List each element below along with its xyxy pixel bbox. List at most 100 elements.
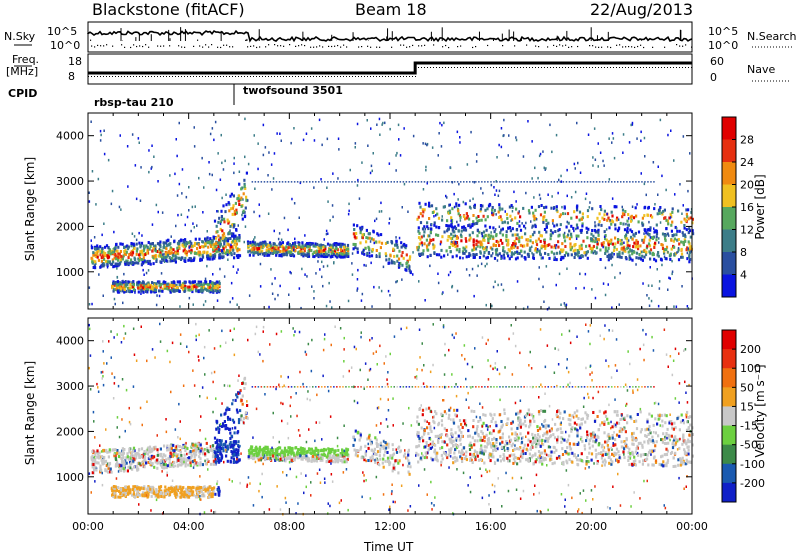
power-scatter: [656, 268, 658, 271]
power-scatter: [658, 280, 661, 283]
power-cell: [634, 245, 637, 249]
power-cell: [463, 251, 466, 255]
power-cell: [487, 239, 490, 243]
velocity-cell: [150, 449, 153, 453]
power-scatter: [564, 212, 567, 215]
power-scatter: [318, 118, 321, 122]
power-cell: [108, 253, 111, 257]
power-cell: [654, 229, 657, 233]
nave-point: [193, 76, 194, 77]
power-cell: [104, 251, 107, 255]
power-scatter: [682, 204, 684, 207]
power-cell: [230, 245, 233, 249]
power-cell: [94, 261, 97, 265]
power-scatter: [161, 211, 164, 214]
power-cell: [131, 281, 134, 285]
velocity-cell: [193, 455, 196, 459]
power-cell: [176, 280, 179, 284]
power-scatter: [611, 132, 614, 135]
velocity-cell: [223, 420, 226, 423]
power-cell: [580, 254, 583, 258]
velocity-cell: [148, 459, 152, 463]
power-cell: [232, 194, 235, 198]
power-cell: [222, 247, 225, 251]
power-cell: [428, 217, 431, 220]
power-cell: [289, 251, 293, 254]
power-cell: [659, 206, 662, 209]
velocity-cell: [229, 440, 232, 444]
power-cell: [421, 252, 424, 256]
power-cell: [314, 242, 317, 246]
velocity-cell: [132, 446, 136, 450]
power-cell: [155, 258, 158, 262]
power-scatter: [492, 285, 495, 289]
power-cell: [206, 241, 209, 245]
power-cell: [635, 239, 638, 243]
power-scatter: [155, 303, 158, 307]
power-cell: [299, 249, 302, 253]
power-cell: [178, 247, 181, 250]
power-cell: [555, 258, 558, 262]
velocity-cell: [237, 448, 240, 452]
power-cell: [188, 257, 191, 260]
power-cell: [214, 289, 217, 293]
velocity-cell: [175, 487, 178, 491]
power-scatter: [151, 165, 153, 169]
power-scatter: [494, 280, 496, 283]
power-cell: [144, 253, 147, 257]
power-cell: [605, 238, 608, 242]
velocity-cell: [199, 461, 202, 465]
power-range-line: [324, 181, 326, 183]
nsearch-point: [277, 45, 279, 47]
velocity-cell: [106, 450, 109, 454]
nave-point: [658, 67, 659, 68]
power-cell: [520, 254, 523, 258]
power-range-line: [263, 181, 266, 183]
velocity-cell: [186, 458, 189, 462]
power-scatter: [663, 255, 666, 258]
velocity-cell: [111, 492, 114, 496]
velocity-cell: [208, 489, 212, 493]
power-cell: [206, 250, 209, 254]
power-cell: [677, 209, 680, 213]
power-cell: [408, 257, 411, 261]
velocity-cell: [102, 449, 105, 453]
power-scatter: [645, 193, 647, 197]
power-cell: [254, 251, 258, 255]
power-cell: [487, 233, 490, 237]
power-cell: [607, 246, 610, 250]
power-cell: [203, 282, 206, 286]
power-cell: [676, 238, 679, 242]
velocity-cell: [218, 439, 221, 442]
power-cell: [110, 263, 113, 266]
power-cell: [645, 250, 648, 254]
power-cell: [292, 246, 295, 250]
power-cell: [461, 225, 464, 229]
power-cell: [137, 286, 140, 290]
power-cell: [193, 285, 196, 289]
power-cell: [289, 253, 292, 257]
velocity-cell: [99, 466, 102, 470]
power-range-line: [321, 181, 323, 183]
power-scatter: [347, 299, 350, 303]
nsearch-point: [181, 46, 183, 48]
power-scatter: [395, 169, 397, 172]
power-range-line: [450, 181, 453, 183]
power-cell: [460, 235, 463, 239]
power-cell: [590, 250, 593, 254]
power-scatter: [288, 293, 290, 296]
power-cell: [141, 280, 144, 284]
power-cell: [353, 228, 356, 231]
nsearch-point: [103, 45, 105, 47]
power-cell: [118, 289, 121, 293]
power-scatter: [631, 121, 634, 125]
velocity-cell: [117, 455, 121, 458]
power-range-line: [475, 181, 477, 183]
velocity-cell: [109, 470, 112, 474]
power-cell: [129, 258, 133, 262]
power-cell: [324, 255, 327, 259]
power-scatter: [271, 188, 273, 191]
power-range-line: [257, 181, 260, 183]
power-cell: [557, 240, 560, 244]
power-scatter: [180, 213, 183, 216]
